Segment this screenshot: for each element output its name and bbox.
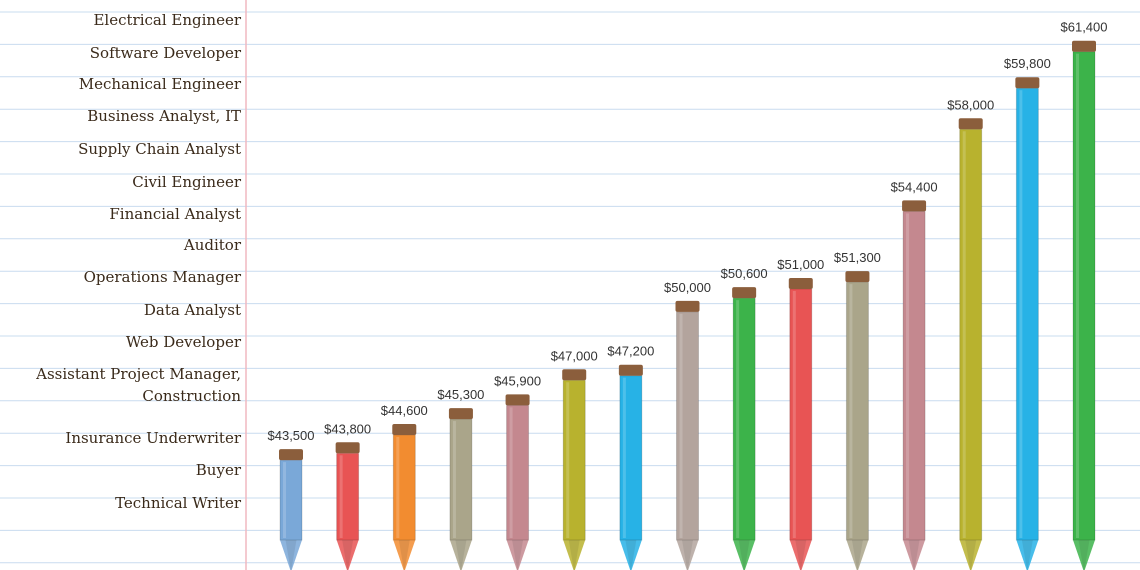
category-label: Data Analyst: [143, 301, 241, 319]
pencil-tip: [789, 540, 812, 570]
pencil-tip-shade: [851, 540, 863, 570]
pencil-highlight: [509, 407, 513, 538]
category-label: Financial Analyst: [109, 205, 241, 223]
value-label: $44,600: [381, 403, 428, 418]
pencil-eraser: [335, 442, 360, 454]
pencil-tip-shade: [398, 540, 410, 570]
value-label: $43,800: [324, 421, 371, 436]
pencil-highlight: [339, 455, 343, 538]
pencil-tip-shade: [795, 540, 807, 570]
pencil-eraser: [902, 200, 927, 212]
pencil-tip: [846, 540, 869, 570]
pencil-tip-shade: [682, 540, 693, 570]
pencil-highlight: [1076, 53, 1079, 538]
pencil-highlight: [622, 377, 626, 538]
pencil-tip: [506, 540, 529, 570]
pencil-highlight: [736, 300, 740, 538]
pencil-highlight: [792, 291, 796, 538]
pencil-highlight: [396, 437, 400, 538]
category-label: Mechanical Engineer: [78, 75, 241, 93]
pencil-highlight: [962, 131, 966, 539]
pencil-highlight: [849, 284, 853, 538]
value-label: $45,300: [437, 387, 484, 402]
pencil-eraser: [1072, 40, 1096, 52]
pencil-tip-shade: [738, 540, 750, 570]
pencil-tip-shade: [625, 540, 637, 570]
pencil-tip: [903, 540, 926, 570]
pencil-tip: [733, 540, 756, 570]
pencil-tip: [449, 540, 472, 570]
value-label: $61,400: [1061, 20, 1108, 35]
pencil-eraser: [618, 364, 643, 376]
category-label: Software Developer: [89, 44, 241, 62]
pencil-eraser: [448, 408, 473, 420]
pencil-eraser: [562, 369, 587, 381]
pencil-eraser: [392, 424, 417, 436]
category-label: Insurance Underwriter: [65, 429, 241, 447]
pencil-highlight: [283, 462, 286, 538]
category-label: Civil Engineer: [132, 173, 241, 191]
value-label: $45,900: [494, 373, 541, 388]
value-label: $58,000: [947, 97, 994, 112]
category-label: Buyer: [195, 461, 241, 479]
category-label: Business Analyst, IT: [87, 107, 241, 125]
value-label: $51,300: [834, 250, 881, 265]
pencil-tip: [1016, 540, 1039, 570]
pencil-eraser: [505, 394, 530, 406]
pencil-tip: [393, 540, 416, 570]
value-label: $59,800: [1004, 56, 1051, 71]
category-label: Auditor: [183, 236, 241, 254]
value-label: $54,400: [891, 179, 938, 194]
category-label: Technical Writer: [115, 494, 241, 512]
category-label: Electrical Engineer: [93, 11, 241, 29]
pencil-tip: [336, 540, 359, 570]
pencil-tip: [563, 540, 586, 570]
pencil-eraser: [958, 118, 983, 130]
pencil-tip-shade: [455, 540, 467, 570]
pencil-tip-shade: [512, 540, 524, 570]
pencil-eraser: [675, 300, 700, 312]
pencil-tip: [959, 540, 982, 570]
pencil-tip: [676, 540, 699, 570]
value-label: $50,000: [664, 280, 711, 295]
pencil-tip-shade: [1021, 540, 1033, 570]
pencil-tip: [619, 540, 642, 570]
pencil-eraser: [845, 271, 870, 283]
category-label: Assistant Project Manager, Construction: [36, 365, 241, 405]
pencil-tip-shade: [1078, 540, 1090, 570]
value-label: $51,000: [777, 257, 824, 272]
value-label: $47,200: [607, 344, 654, 359]
pencil-tip-shade: [965, 540, 977, 570]
pencil-tip-shade: [568, 540, 580, 570]
pencil-eraser: [732, 287, 757, 299]
pencil-eraser: [1015, 77, 1040, 89]
pencil-tip-shade: [908, 540, 920, 570]
category-label: Supply Chain Analyst: [78, 140, 241, 158]
pencil-tip-shade: [285, 540, 297, 570]
value-label: $43,500: [268, 428, 315, 443]
category-label: Operations Manager: [83, 268, 241, 286]
pencil-tip: [1073, 540, 1095, 570]
value-label: $50,600: [721, 266, 768, 281]
pencil-highlight: [906, 213, 910, 538]
pencil-highlight: [679, 313, 683, 538]
category-label: Web Developer: [125, 333, 241, 351]
pencil-highlight: [566, 382, 570, 538]
pencil-eraser: [279, 449, 303, 461]
pencil-eraser: [788, 278, 813, 289]
value-label: $47,000: [551, 348, 598, 363]
pencil-highlight: [1019, 90, 1023, 538]
pencil-highlight: [452, 421, 456, 538]
pencil-tip: [280, 540, 302, 570]
pencil-tip-shade: [342, 540, 354, 570]
